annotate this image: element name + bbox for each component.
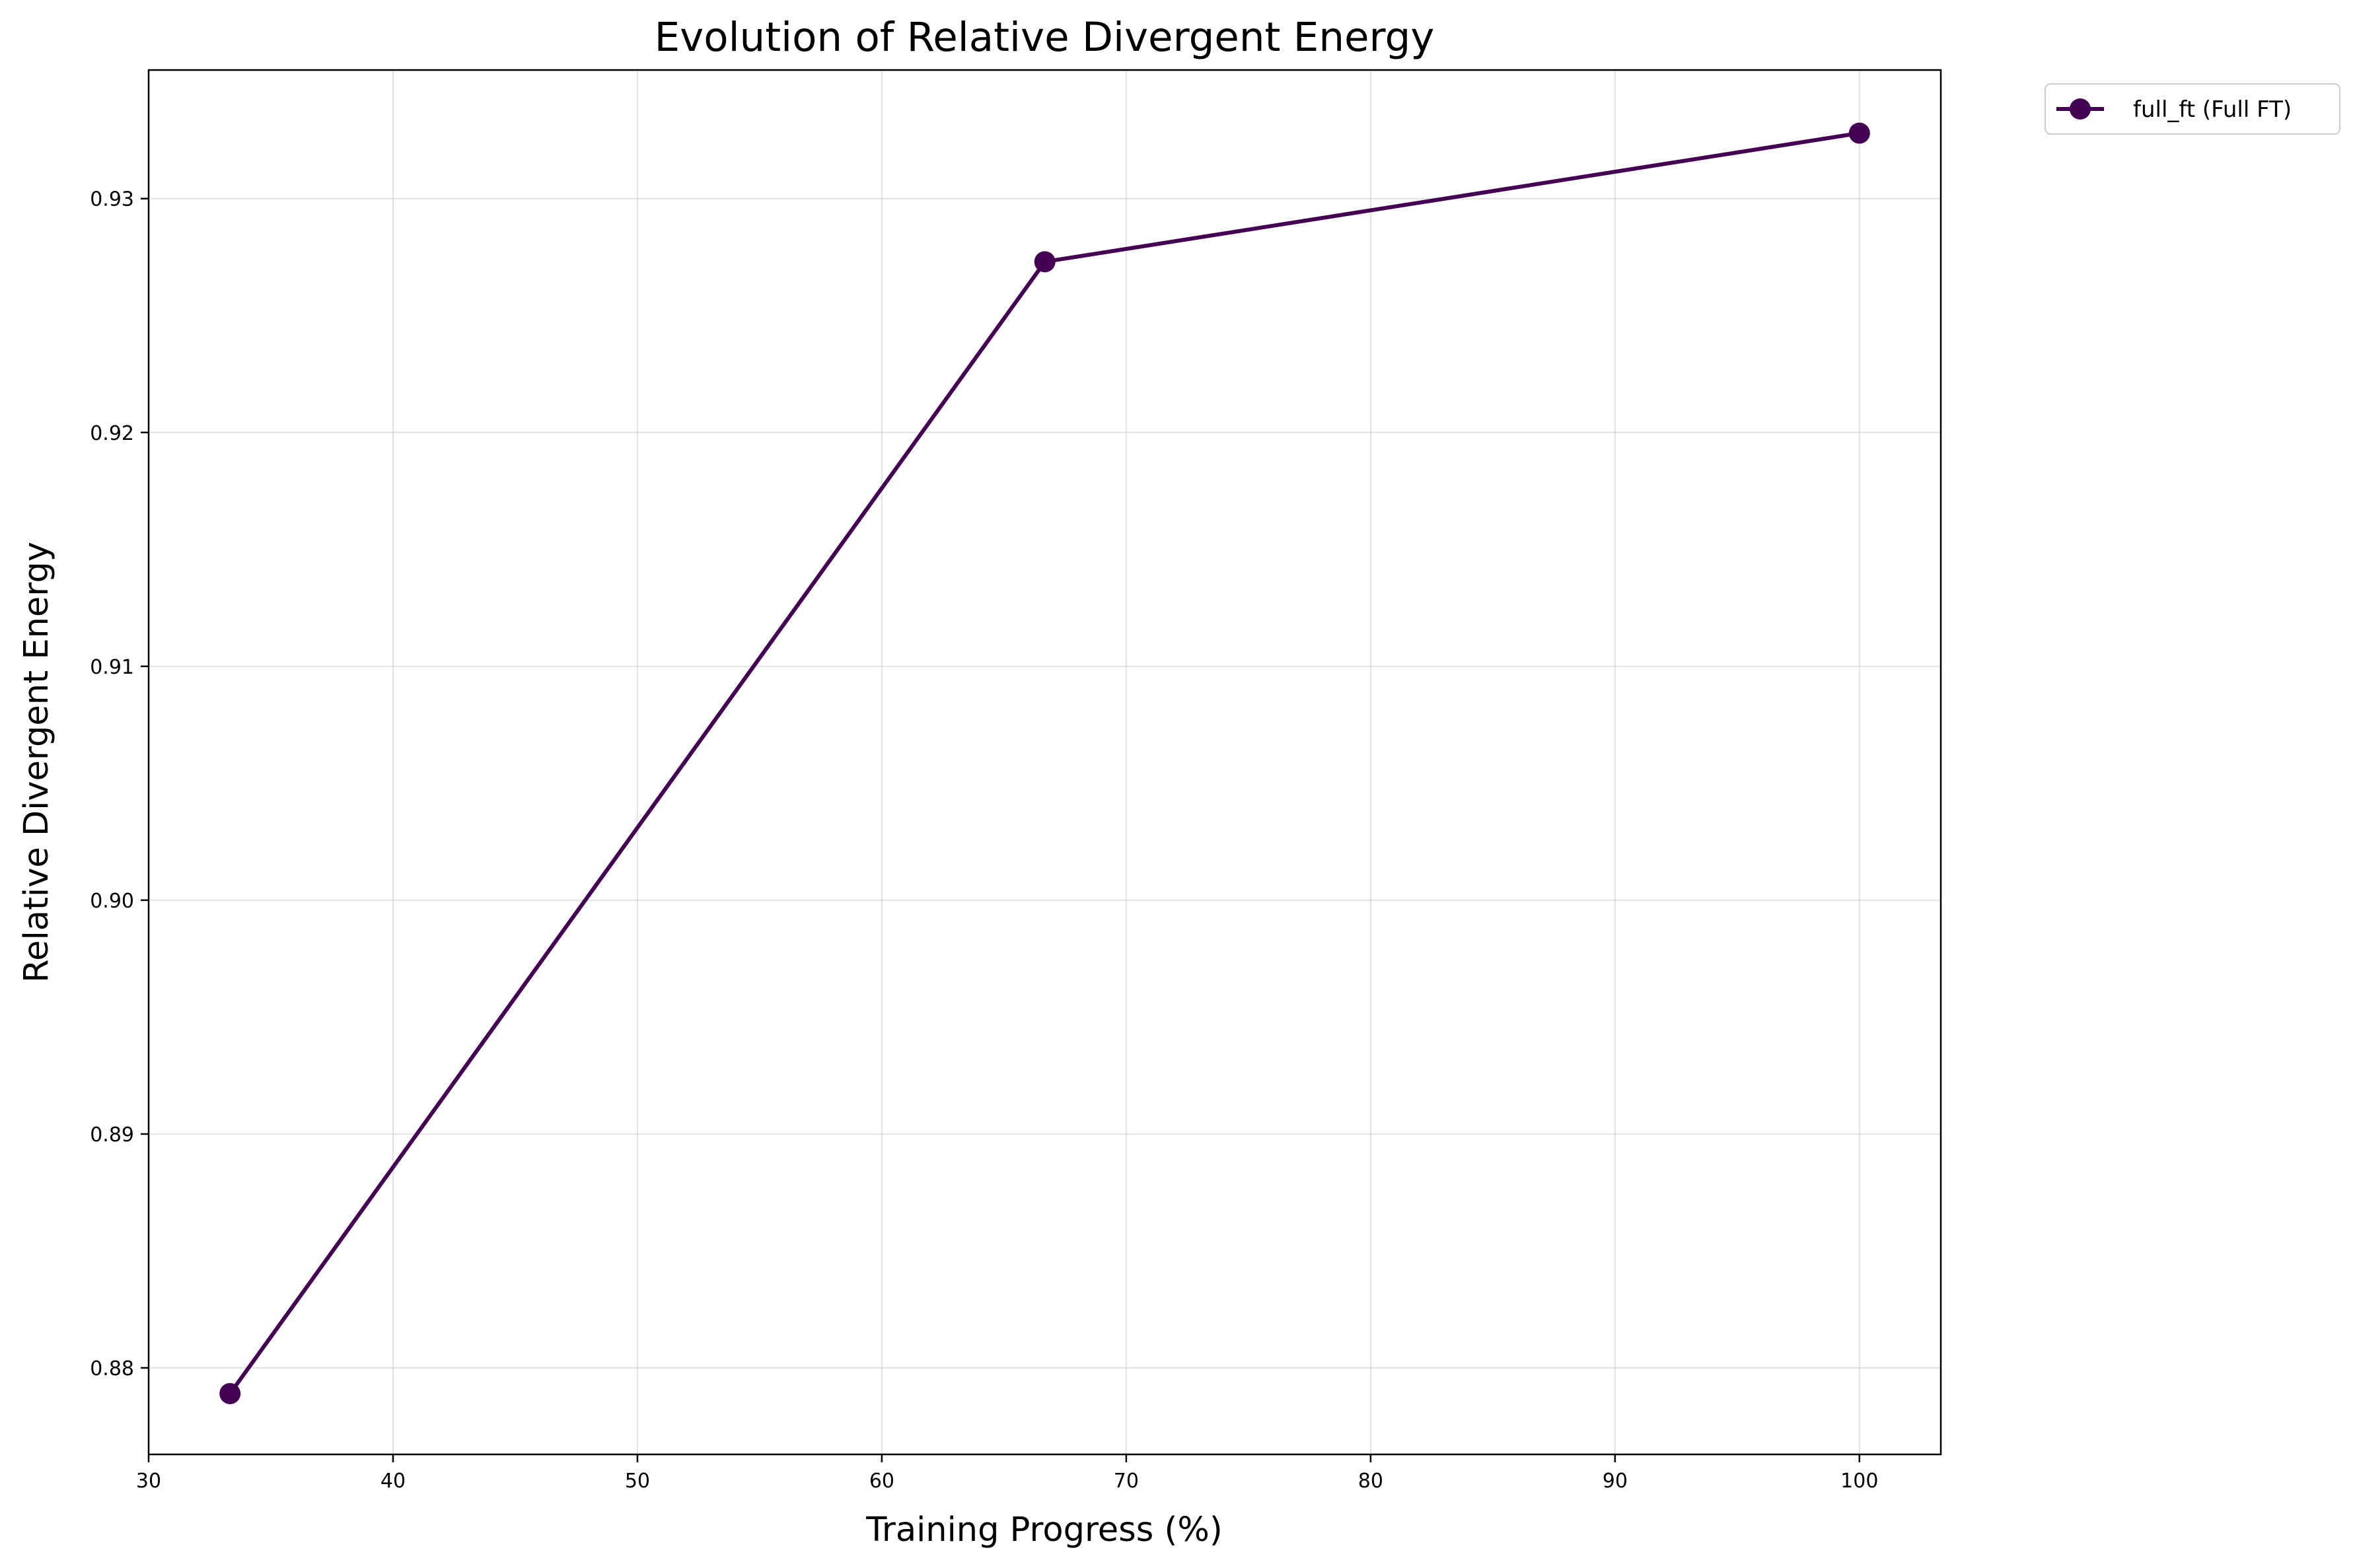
legend-box (2045, 83, 2340, 135)
y-tick-label: 0.93 (90, 188, 134, 211)
y-tick-label: 0.92 (90, 422, 134, 445)
data-point (1034, 251, 1056, 273)
y-tick-label: 0.90 (90, 890, 134, 913)
plot-frame (147, 69, 1942, 1456)
x-tick-label: 40 (380, 1470, 406, 1493)
y-axis-label: Relative Divergent Energy (17, 542, 56, 983)
legend-marker-swatch (2070, 98, 2091, 120)
grid (148, 70, 1941, 1454)
plot-series (219, 122, 1870, 1404)
y-tick-label: 0.88 (90, 1357, 134, 1380)
chart-title: Evolution of Relative Divergent Energy (655, 14, 1435, 61)
legend-label: full_ft (Full FT) (2133, 96, 2292, 123)
x-tick-label: 60 (869, 1470, 894, 1493)
legend: full_ft (Full FT) (2045, 83, 2340, 135)
x-tick-label: 80 (1358, 1470, 1383, 1493)
x-axis-label: Training Progress (%) (865, 1511, 1223, 1550)
x-tick-label: 50 (625, 1470, 650, 1493)
x-axis: 30 40 50 60 70 80 90 100 (136, 1454, 1878, 1493)
x-tick-label: 70 (1114, 1470, 1139, 1493)
x-tick-label: 90 (1603, 1470, 1628, 1493)
data-point (219, 1382, 241, 1404)
data-point (1848, 122, 1870, 144)
x-tick-label: 30 (136, 1470, 161, 1493)
y-tick-label: 0.89 (90, 1123, 134, 1147)
y-axis: 0.88 0.89 0.90 0.91 0.92 0.93 (90, 188, 149, 1380)
x-tick-label: 100 (1840, 1470, 1878, 1493)
y-tick-label: 0.91 (90, 656, 134, 679)
